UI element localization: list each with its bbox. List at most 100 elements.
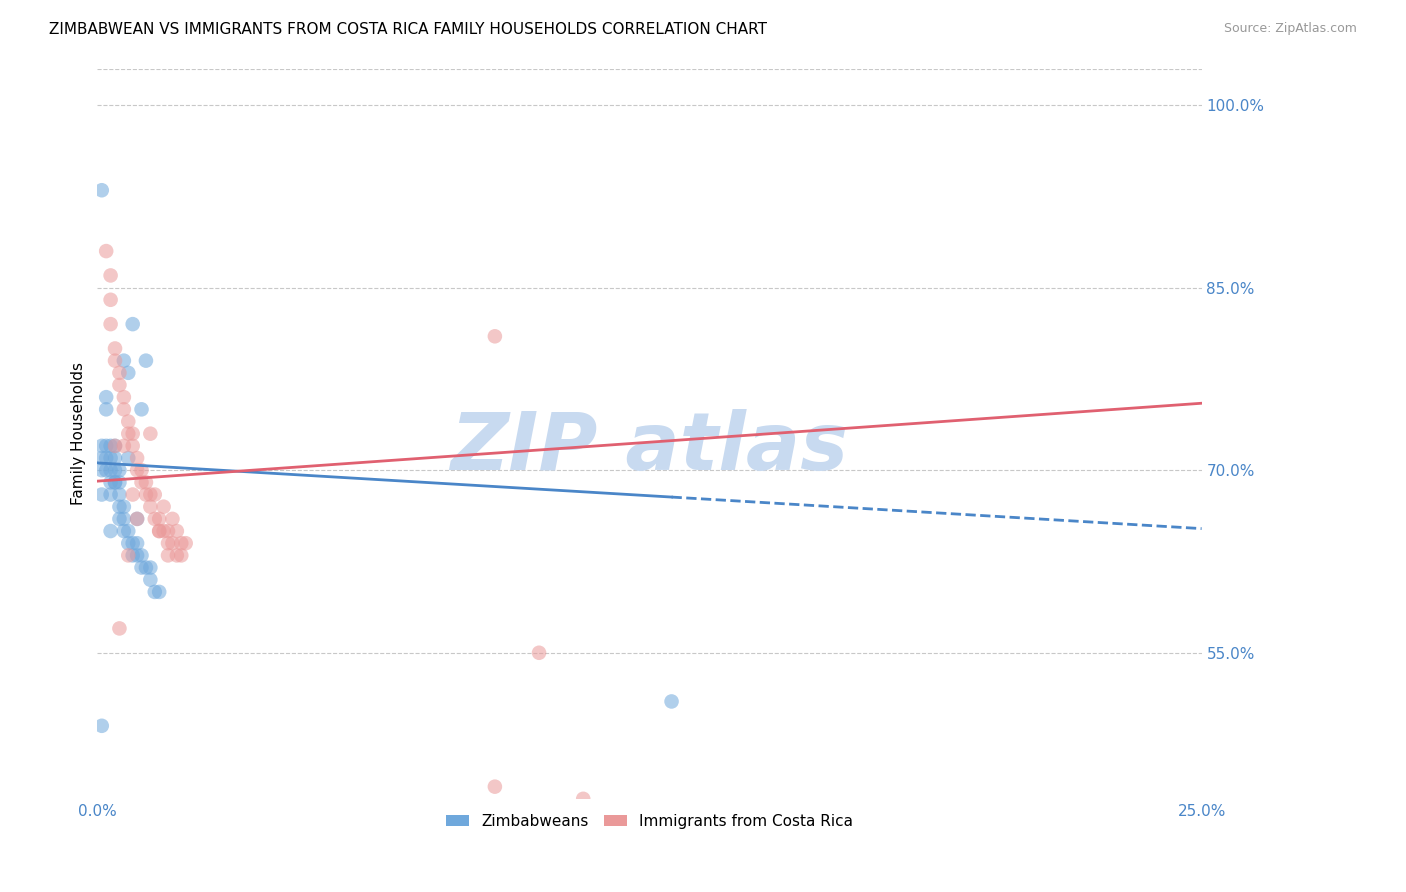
- Point: [112, 524, 135, 538]
- Point: [104, 342, 127, 356]
- Point: [162, 512, 184, 526]
- Point: [121, 439, 143, 453]
- Point: [121, 536, 143, 550]
- Point: [127, 536, 149, 550]
- Point: [148, 524, 170, 538]
- Point: [90, 439, 112, 453]
- Point: [139, 487, 162, 501]
- Point: [108, 500, 131, 514]
- Point: [148, 585, 170, 599]
- Point: [100, 487, 122, 501]
- Point: [90, 719, 112, 733]
- Point: [104, 353, 127, 368]
- Point: [131, 402, 153, 417]
- Point: [90, 183, 112, 197]
- Point: [174, 536, 197, 550]
- Point: [121, 487, 143, 501]
- Point: [661, 694, 683, 708]
- Point: [121, 426, 143, 441]
- Point: [108, 378, 131, 392]
- Point: [131, 549, 153, 563]
- Point: [157, 536, 180, 550]
- Point: [143, 585, 166, 599]
- Point: [104, 439, 127, 453]
- Point: [148, 524, 170, 538]
- Point: [112, 402, 135, 417]
- Point: [121, 317, 143, 331]
- Point: [135, 560, 157, 574]
- Point: [148, 512, 170, 526]
- Point: [100, 317, 122, 331]
- Point: [166, 549, 188, 563]
- Point: [117, 450, 139, 465]
- Point: [127, 463, 149, 477]
- Y-axis label: Family Households: Family Households: [72, 362, 86, 505]
- Point: [170, 536, 193, 550]
- Point: [100, 268, 122, 283]
- Point: [157, 524, 180, 538]
- Point: [96, 244, 118, 258]
- Point: [135, 353, 157, 368]
- Point: [100, 439, 122, 453]
- Point: [108, 475, 131, 490]
- Point: [96, 439, 118, 453]
- Point: [139, 560, 162, 574]
- Point: [139, 573, 162, 587]
- Text: ZIP atlas: ZIP atlas: [450, 409, 849, 487]
- Point: [100, 475, 122, 490]
- Point: [96, 450, 118, 465]
- Point: [152, 500, 174, 514]
- Point: [100, 293, 122, 307]
- Point: [112, 439, 135, 453]
- Point: [143, 487, 166, 501]
- Point: [143, 512, 166, 526]
- Point: [484, 780, 506, 794]
- Point: [104, 439, 127, 453]
- Point: [96, 390, 118, 404]
- Point: [127, 512, 149, 526]
- Point: [117, 524, 139, 538]
- Point: [104, 450, 127, 465]
- Point: [152, 524, 174, 538]
- Point: [90, 450, 112, 465]
- Point: [90, 463, 112, 477]
- Point: [112, 390, 135, 404]
- Point: [527, 646, 550, 660]
- Point: [104, 463, 127, 477]
- Point: [108, 487, 131, 501]
- Point: [96, 402, 118, 417]
- Point: [127, 450, 149, 465]
- Point: [108, 622, 131, 636]
- Point: [131, 463, 153, 477]
- Point: [117, 426, 139, 441]
- Point: [100, 450, 122, 465]
- Point: [572, 792, 595, 806]
- Point: [117, 536, 139, 550]
- Point: [121, 549, 143, 563]
- Point: [127, 512, 149, 526]
- Point: [117, 366, 139, 380]
- Point: [131, 560, 153, 574]
- Point: [112, 512, 135, 526]
- Point: [96, 463, 118, 477]
- Point: [166, 524, 188, 538]
- Point: [104, 475, 127, 490]
- Point: [117, 549, 139, 563]
- Point: [139, 500, 162, 514]
- Point: [104, 475, 127, 490]
- Point: [484, 329, 506, 343]
- Point: [170, 549, 193, 563]
- Point: [100, 463, 122, 477]
- Text: ZIMBABWEAN VS IMMIGRANTS FROM COSTA RICA FAMILY HOUSEHOLDS CORRELATION CHART: ZIMBABWEAN VS IMMIGRANTS FROM COSTA RICA…: [49, 22, 768, 37]
- Text: Source: ZipAtlas.com: Source: ZipAtlas.com: [1223, 22, 1357, 36]
- Point: [112, 353, 135, 368]
- Point: [117, 415, 139, 429]
- Point: [108, 512, 131, 526]
- Point: [112, 500, 135, 514]
- Point: [100, 524, 122, 538]
- Point: [135, 487, 157, 501]
- Point: [157, 549, 180, 563]
- Point: [108, 463, 131, 477]
- Point: [135, 475, 157, 490]
- Point: [162, 536, 184, 550]
